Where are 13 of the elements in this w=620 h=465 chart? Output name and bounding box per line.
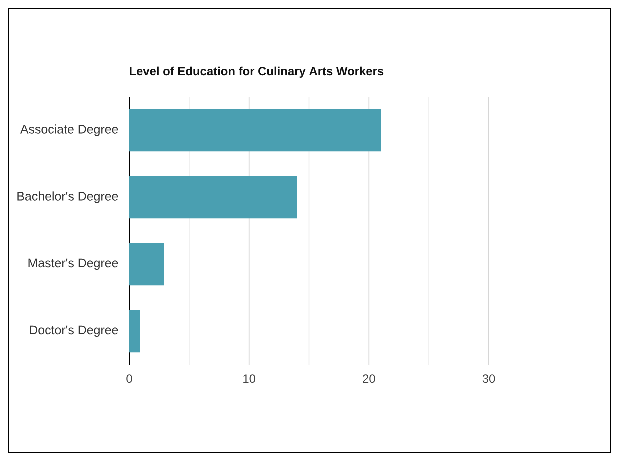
- x-tick-label: 10: [244, 374, 256, 384]
- bar: [130, 310, 140, 353]
- y-tick-label: Associate Degree: [20, 124, 118, 136]
- x-tick-label: 0: [126, 374, 132, 384]
- y-tick-label: Master's Degree: [28, 258, 118, 270]
- x-tick-label: 30: [482, 374, 496, 384]
- bar: [130, 109, 382, 152]
- bar: [130, 243, 164, 286]
- chart-title: Level of Education for Culinary Arts Workers: [130, 66, 384, 78]
- bar: [130, 176, 298, 219]
- y-tick-label: Bachelor's Degree: [18, 192, 118, 204]
- y-tick-label: Doctor's Degree: [30, 326, 118, 338]
- x-tick-label: 20: [363, 374, 376, 384]
